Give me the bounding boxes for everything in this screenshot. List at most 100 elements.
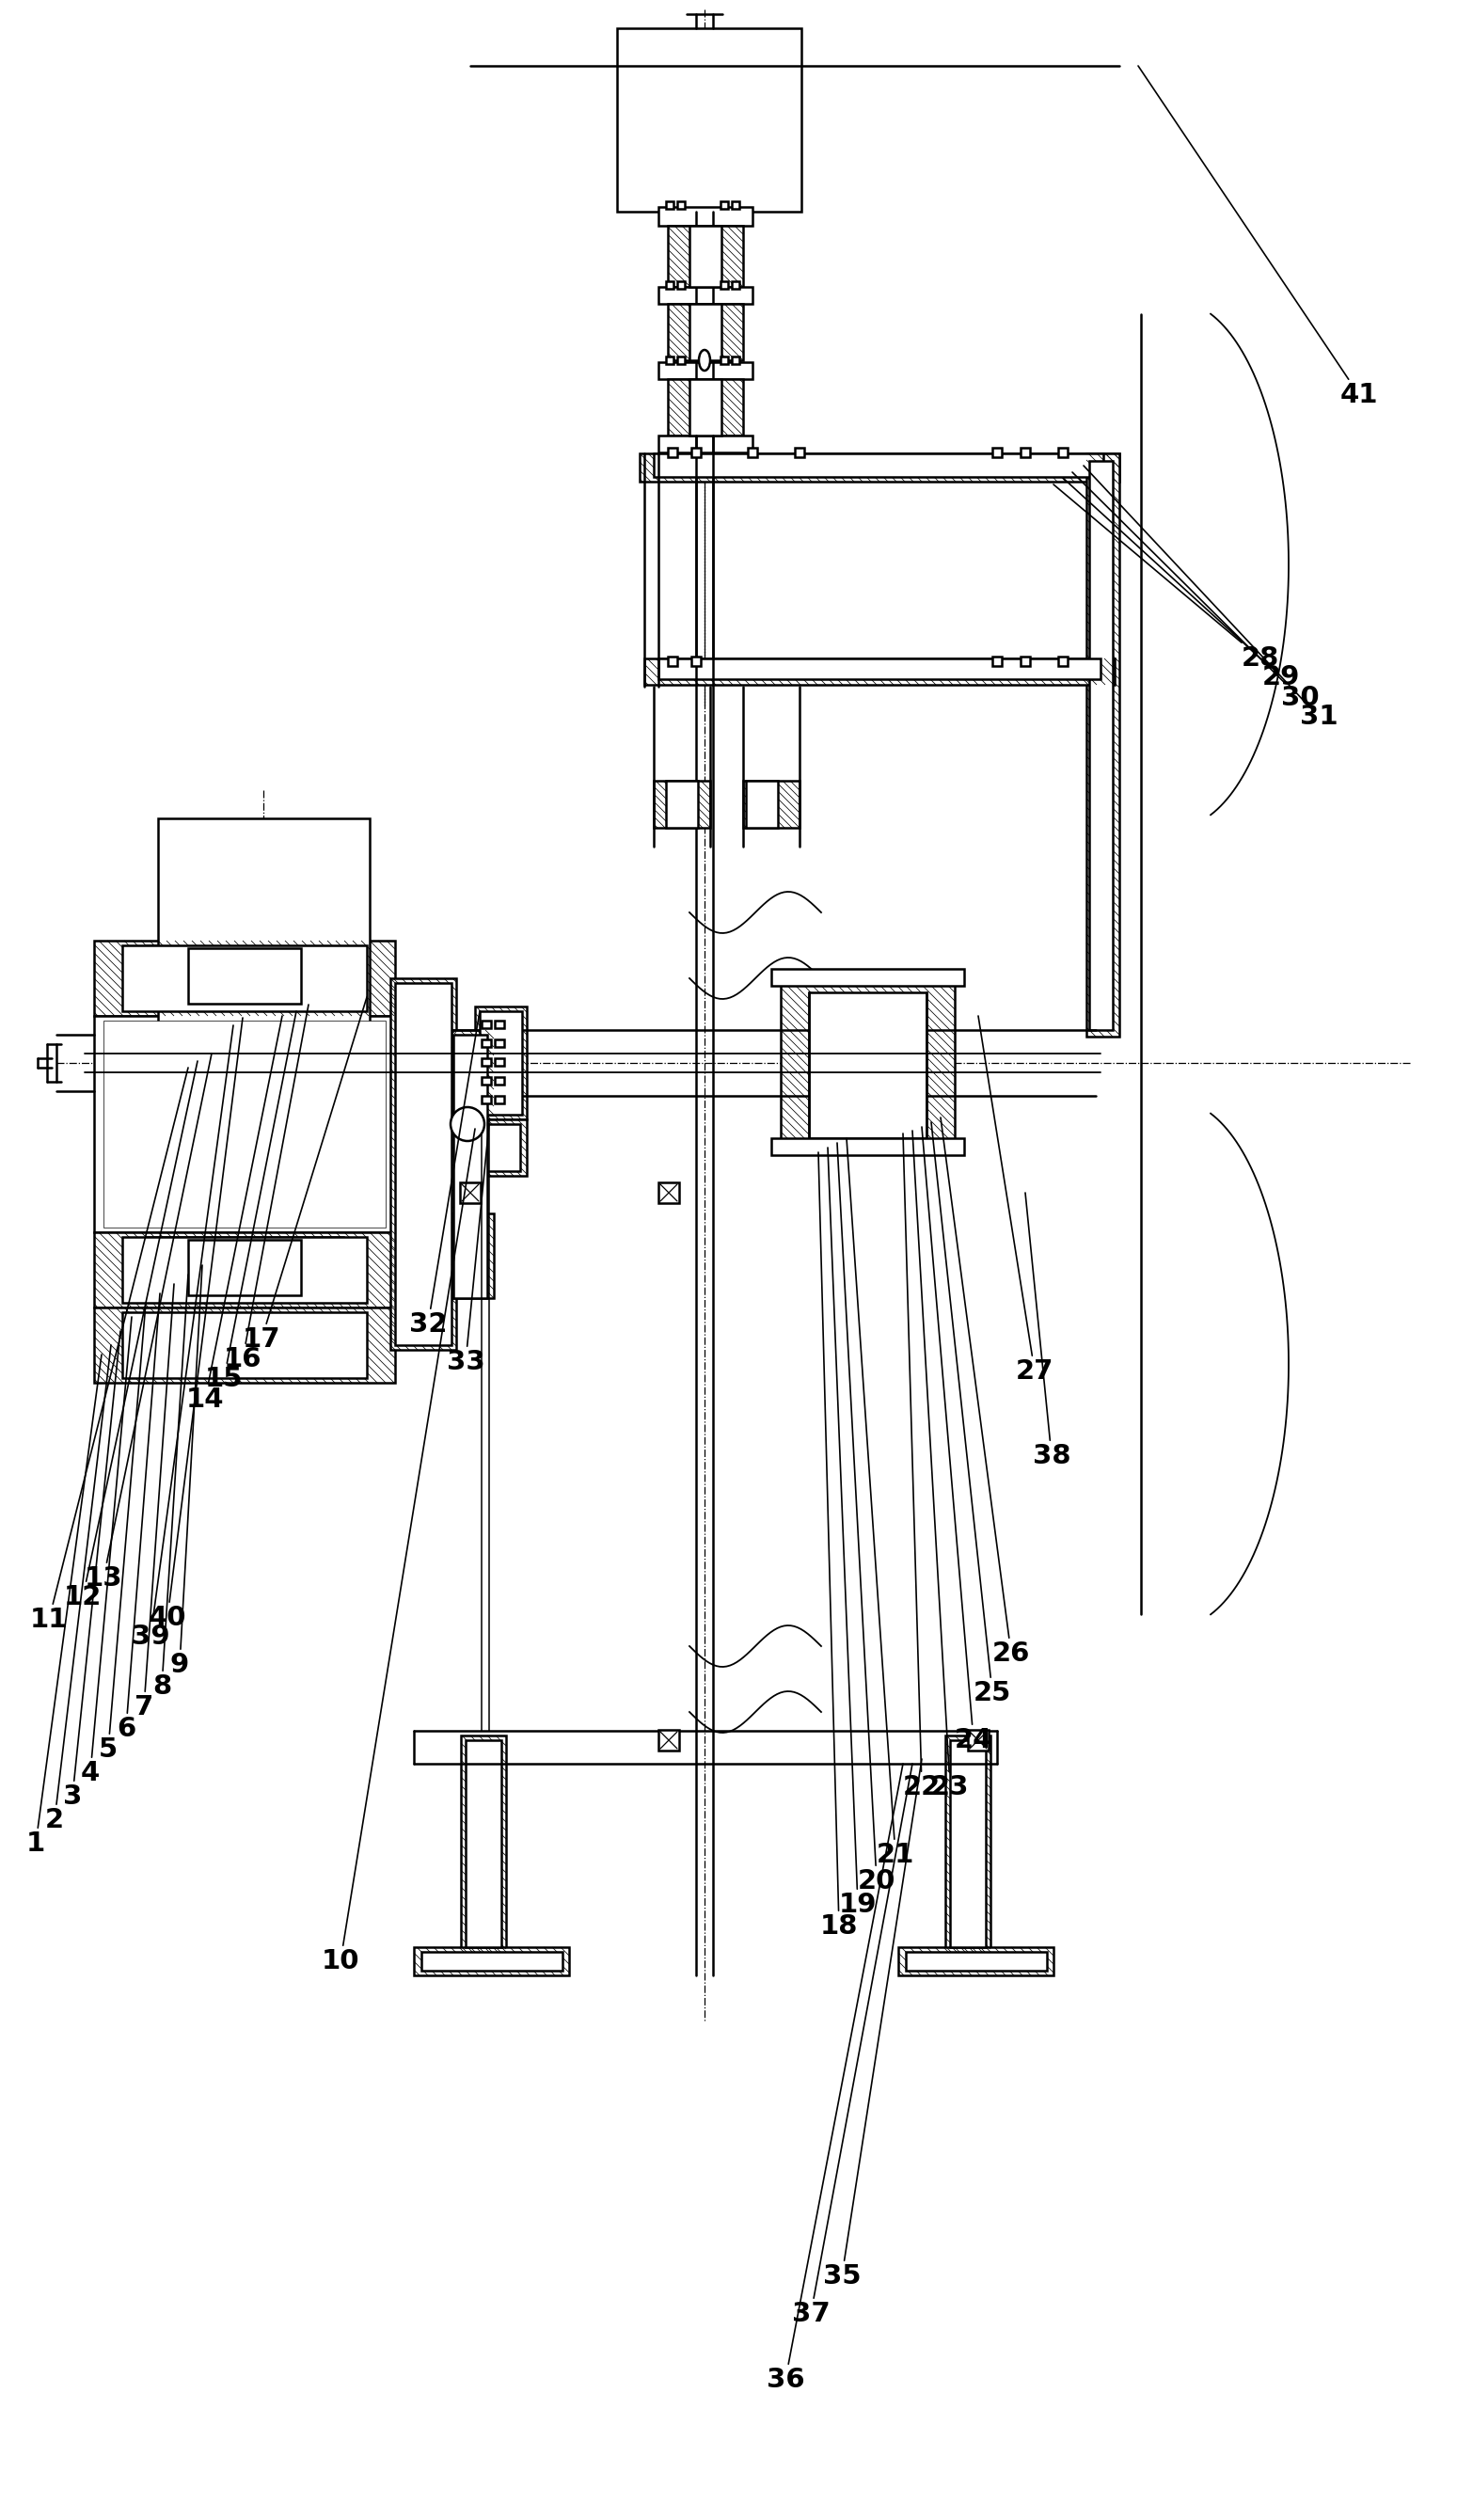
Text: 30: 30 <box>1072 471 1319 711</box>
Bar <box>482 1096 491 1104</box>
Bar <box>967 1729 989 1751</box>
Bar <box>721 355 728 363</box>
Bar <box>460 1182 481 1202</box>
Bar <box>640 454 1119 481</box>
Text: 29: 29 <box>1064 479 1300 690</box>
Bar <box>421 1953 562 1971</box>
Bar <box>731 355 739 363</box>
Bar <box>747 449 758 456</box>
Text: 5: 5 <box>99 1303 146 1764</box>
Bar <box>95 1308 395 1383</box>
Bar <box>188 1240 302 1295</box>
Text: 3: 3 <box>63 1331 121 1809</box>
Bar <box>691 658 701 665</box>
Bar <box>721 202 728 209</box>
Text: 36: 36 <box>766 1764 903 2394</box>
Text: 9: 9 <box>170 1265 203 1678</box>
Bar <box>659 363 752 378</box>
Bar <box>678 202 685 209</box>
Bar <box>1058 449 1068 456</box>
Bar <box>781 978 954 1152</box>
Bar <box>1087 454 1119 1036</box>
Text: 32: 32 <box>409 1011 479 1338</box>
Bar <box>495 1058 504 1066</box>
Bar <box>721 282 728 290</box>
Bar <box>659 207 752 227</box>
Bar <box>395 983 452 1346</box>
Bar <box>992 449 1002 456</box>
Bar <box>466 1741 501 1948</box>
Text: 41: 41 <box>1138 66 1378 408</box>
Bar <box>946 1736 991 1953</box>
Text: 11: 11 <box>29 1068 188 1633</box>
Bar <box>475 1005 527 1119</box>
Bar <box>678 282 685 290</box>
Text: 7: 7 <box>134 1285 173 1721</box>
Bar <box>482 1124 520 1172</box>
Bar <box>475 1119 527 1177</box>
Bar <box>95 940 395 1016</box>
Circle shape <box>450 1106 484 1142</box>
Bar <box>95 1016 395 1232</box>
Bar <box>1058 658 1068 665</box>
Bar <box>691 449 701 456</box>
Bar <box>666 355 673 363</box>
Bar <box>667 449 678 456</box>
Bar <box>666 781 698 827</box>
Text: 18: 18 <box>819 1152 858 1940</box>
Bar <box>731 202 739 209</box>
Text: 16: 16 <box>223 1005 309 1373</box>
Bar <box>453 1036 487 1298</box>
Bar <box>616 28 801 212</box>
Bar <box>460 1736 506 1953</box>
Bar <box>479 1011 522 1114</box>
Bar <box>452 1215 494 1298</box>
Bar <box>731 282 739 290</box>
Text: 22: 22 <box>903 1134 941 1799</box>
Bar <box>659 287 752 305</box>
Text: 33: 33 <box>446 1124 490 1376</box>
Text: 8: 8 <box>153 1275 188 1701</box>
Bar <box>188 948 302 1003</box>
Text: 2: 2 <box>45 1346 111 1835</box>
Text: 17: 17 <box>242 998 367 1353</box>
Bar <box>659 658 1100 680</box>
Bar <box>743 781 800 827</box>
Bar <box>746 781 778 827</box>
Text: 28: 28 <box>1053 484 1279 673</box>
Bar <box>122 1237 367 1303</box>
Bar <box>95 1232 395 1308</box>
Bar <box>666 282 673 290</box>
Bar <box>659 436 752 454</box>
Bar <box>122 1313 367 1378</box>
Text: 37: 37 <box>791 1764 912 2326</box>
Bar <box>771 1139 965 1154</box>
Bar <box>689 227 721 287</box>
Text: 13: 13 <box>85 1053 211 1593</box>
Bar <box>482 1021 491 1028</box>
Text: 23: 23 <box>912 1131 969 1799</box>
Bar <box>495 1038 504 1046</box>
Bar <box>390 978 456 1351</box>
Bar <box>495 1096 504 1104</box>
Bar <box>1020 658 1030 665</box>
Text: 10: 10 <box>322 1129 475 1976</box>
Bar <box>482 1038 491 1046</box>
Bar <box>689 305 721 360</box>
Bar <box>809 993 927 1139</box>
Bar <box>667 378 743 436</box>
Bar <box>644 658 1115 685</box>
Text: 40: 40 <box>149 1018 243 1630</box>
Text: 1: 1 <box>26 1356 102 1857</box>
Bar <box>482 1076 491 1084</box>
Text: 26: 26 <box>941 1116 1030 1666</box>
Text: 24: 24 <box>922 1126 992 1754</box>
Text: 19: 19 <box>828 1147 877 1918</box>
Text: 39: 39 <box>131 1026 233 1651</box>
Bar <box>659 1729 679 1751</box>
Bar <box>667 658 678 665</box>
Bar <box>796 449 804 456</box>
Bar <box>906 1953 1048 1971</box>
Bar <box>146 945 344 1005</box>
Text: 4: 4 <box>80 1318 131 1787</box>
